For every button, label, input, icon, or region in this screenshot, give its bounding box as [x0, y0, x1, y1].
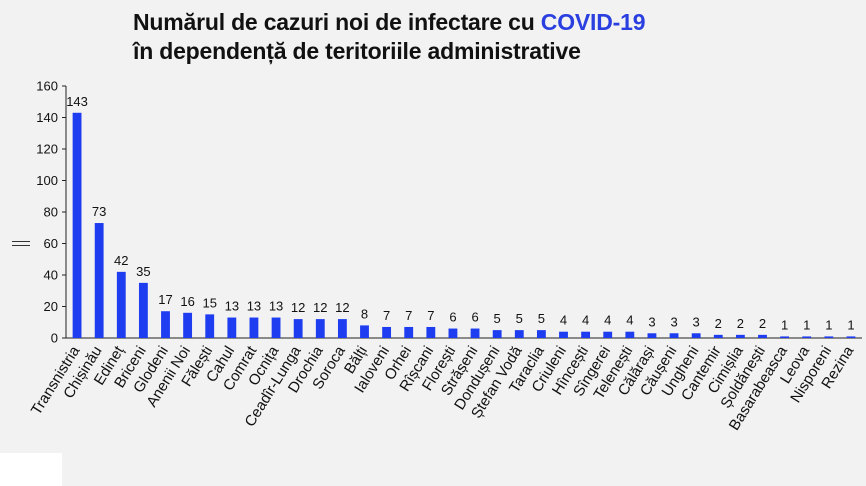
bar [227, 317, 237, 338]
data-label: 2 [737, 316, 744, 331]
bar [824, 336, 834, 338]
chart-axes: 0 20 40 60 80 100 120 140 160 [12, 79, 862, 346]
bar [72, 112, 82, 339]
bar [647, 333, 657, 338]
title-highlight: COVID-19 [540, 9, 646, 35]
bar [315, 319, 325, 338]
data-label: 35 [136, 264, 150, 279]
data-label: 12 [313, 300, 327, 315]
y-tick-label: 20 [44, 299, 58, 314]
data-label: 1 [803, 317, 810, 332]
bar [426, 326, 436, 338]
bar [360, 325, 369, 338]
bar [183, 312, 193, 338]
y-tick-label: 40 [44, 268, 58, 283]
bar [337, 319, 347, 338]
data-label: 12 [291, 300, 305, 315]
y-tick-label: 0 [51, 331, 58, 346]
bar [470, 328, 480, 338]
bar [581, 331, 591, 338]
y-tick-label: 80 [44, 205, 58, 220]
bar [514, 330, 524, 338]
bar [293, 319, 303, 338]
bar [559, 331, 568, 338]
data-label: 6 [449, 310, 456, 325]
data-label: 2 [759, 316, 766, 331]
data-label: 3 [648, 314, 655, 329]
bar [94, 223, 104, 338]
y-tick-label: 100 [36, 173, 58, 188]
data-label: 7 [383, 308, 390, 323]
data-label: 13 [247, 299, 261, 314]
title-prefix: Numărul de cazuri noi de infectare cu [133, 9, 541, 35]
bar [116, 271, 126, 338]
data-label: 16 [180, 294, 194, 309]
data-label: 15 [202, 295, 216, 310]
data-label: 3 [670, 314, 677, 329]
data-label: 5 [516, 311, 523, 326]
chart-bars [72, 112, 856, 339]
data-label: 2 [715, 316, 722, 331]
bar [382, 326, 392, 338]
bar [846, 336, 856, 338]
bar [492, 330, 502, 338]
data-label: 4 [626, 313, 633, 328]
data-label: 4 [582, 313, 589, 328]
chart-category-labels: TransnistriaChișinăuEdinețBriceniGlodeni… [28, 342, 858, 433]
data-label: 4 [560, 313, 567, 328]
bar [780, 336, 790, 338]
data-label: 1 [847, 317, 854, 332]
data-label: 7 [427, 308, 434, 323]
bar [161, 311, 170, 338]
data-label: 1 [825, 317, 832, 332]
bar [758, 334, 767, 338]
data-label: 17 [158, 292, 172, 307]
data-label: 3 [693, 314, 700, 329]
data-label: 13 [225, 299, 239, 314]
title-line-2: în dependență de teritoriile administrat… [133, 38, 581, 64]
data-label: 4 [604, 313, 611, 328]
bar [249, 317, 259, 338]
data-label: 5 [494, 311, 501, 326]
data-label: 42 [114, 253, 128, 268]
bar [735, 334, 745, 338]
y-tick-label: 160 [36, 79, 58, 94]
bar [603, 331, 613, 338]
data-label: 6 [471, 310, 478, 325]
data-label: 1 [781, 317, 788, 332]
bar [669, 333, 679, 338]
bar [713, 334, 723, 338]
corner-patch [0, 453, 62, 486]
bar [138, 282, 148, 338]
bar [536, 330, 546, 338]
data-label: 73 [92, 204, 106, 219]
y-tick-label: 60 [44, 236, 58, 251]
bar [404, 326, 414, 338]
data-label: 12 [335, 300, 349, 315]
bar [691, 333, 701, 338]
bar [271, 317, 281, 338]
bar [448, 328, 458, 338]
y-tick-label: 120 [36, 142, 58, 157]
data-label: 7 [405, 308, 412, 323]
data-label: 13 [269, 299, 283, 314]
data-label: 143 [66, 94, 88, 109]
y-tick-label: 140 [36, 110, 58, 125]
bar [205, 314, 215, 338]
bar [625, 331, 635, 338]
title-line-1: Numărul de cazuri noi de infectare cu CO… [133, 8, 645, 37]
chart-title: Numărul de cazuri noi de infectare cu CO… [133, 8, 645, 66]
data-label: 5 [538, 311, 545, 326]
data-label: 8 [361, 306, 368, 321]
bar [802, 336, 812, 338]
